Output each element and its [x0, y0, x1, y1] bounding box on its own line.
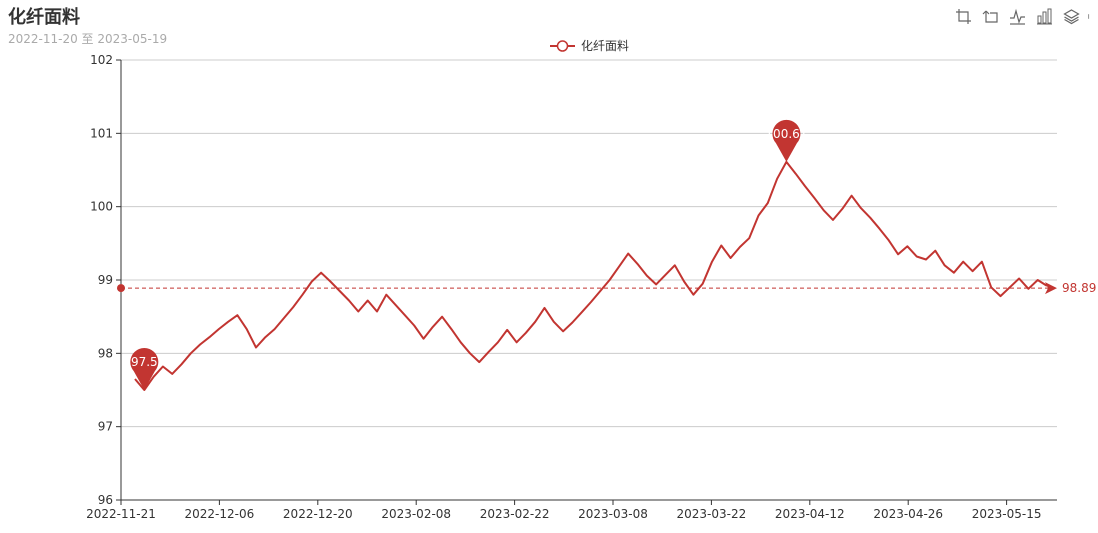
line-chart-icon[interactable] [1007, 6, 1028, 26]
y-tick-label: 101 [90, 126, 113, 140]
y-tick-label: 97 [98, 420, 113, 434]
markline-arrow [1045, 282, 1057, 295]
grid-lines [121, 59, 1057, 428]
x-tick-label: 2023-02-08 [381, 507, 451, 521]
x-tick-label: 2023-04-12 [775, 507, 845, 521]
markpoint-max-label: 100.61 [765, 127, 807, 141]
average-markline: 98.89 [117, 281, 1096, 295]
markline-label: 98.89 [1062, 281, 1096, 295]
mark-points: 100.61 97.5 [130, 119, 807, 390]
stack-icon[interactable] [1061, 6, 1082, 26]
x-tick-label: 2023-04-26 [873, 507, 943, 521]
bar-chart-icon[interactable] [1034, 6, 1055, 26]
chart-subtitle: 2022-11-20 至 2023-05-19 [8, 32, 168, 46]
legend-line-icon [550, 39, 575, 52]
x-tick-label: 2023-02-22 [480, 507, 550, 521]
y-tick-label: 100 [90, 200, 113, 214]
chart-title: 化纤面料 [8, 7, 80, 28]
x-tick-label: 2022-11-21 [86, 507, 156, 521]
more-icon[interactable] [1088, 6, 1094, 26]
axes: 96 97 98 99 100 101 102 2022-11-21 2022-12-06 202… [86, 53, 1057, 521]
markpoint-min-label: 97.5 [131, 355, 158, 369]
toolbox [953, 6, 1094, 26]
y-tick-label: 102 [90, 53, 113, 67]
y-tick-label: 98 [98, 346, 113, 360]
x-tick-label: 2023-05-15 [972, 507, 1042, 521]
zoom-reset-icon[interactable] [980, 6, 1001, 26]
y-tick-label: 96 [98, 493, 113, 507]
x-tick-label: 2023-03-22 [677, 507, 747, 521]
x-tick-label: 2023-03-08 [578, 507, 648, 521]
markpoint-max: 100.61 [765, 119, 807, 162]
markpoint-max-shape [772, 119, 801, 162]
legend-label: 化纤面料 [581, 39, 630, 53]
markpoint-min: 97.5 [130, 347, 159, 390]
series-line-化纤面料 [134, 160, 1048, 391]
zoom-icon[interactable] [953, 6, 974, 26]
legend-item[interactable]: 化纤面料 [550, 37, 629, 54]
y-tick-label: 99 [98, 273, 113, 287]
x-tick-label: 2022-12-20 [283, 507, 353, 521]
x-tick-label: 2022-12-06 [185, 507, 255, 521]
markpoint-min-shape [130, 347, 159, 390]
series [134, 160, 1048, 391]
